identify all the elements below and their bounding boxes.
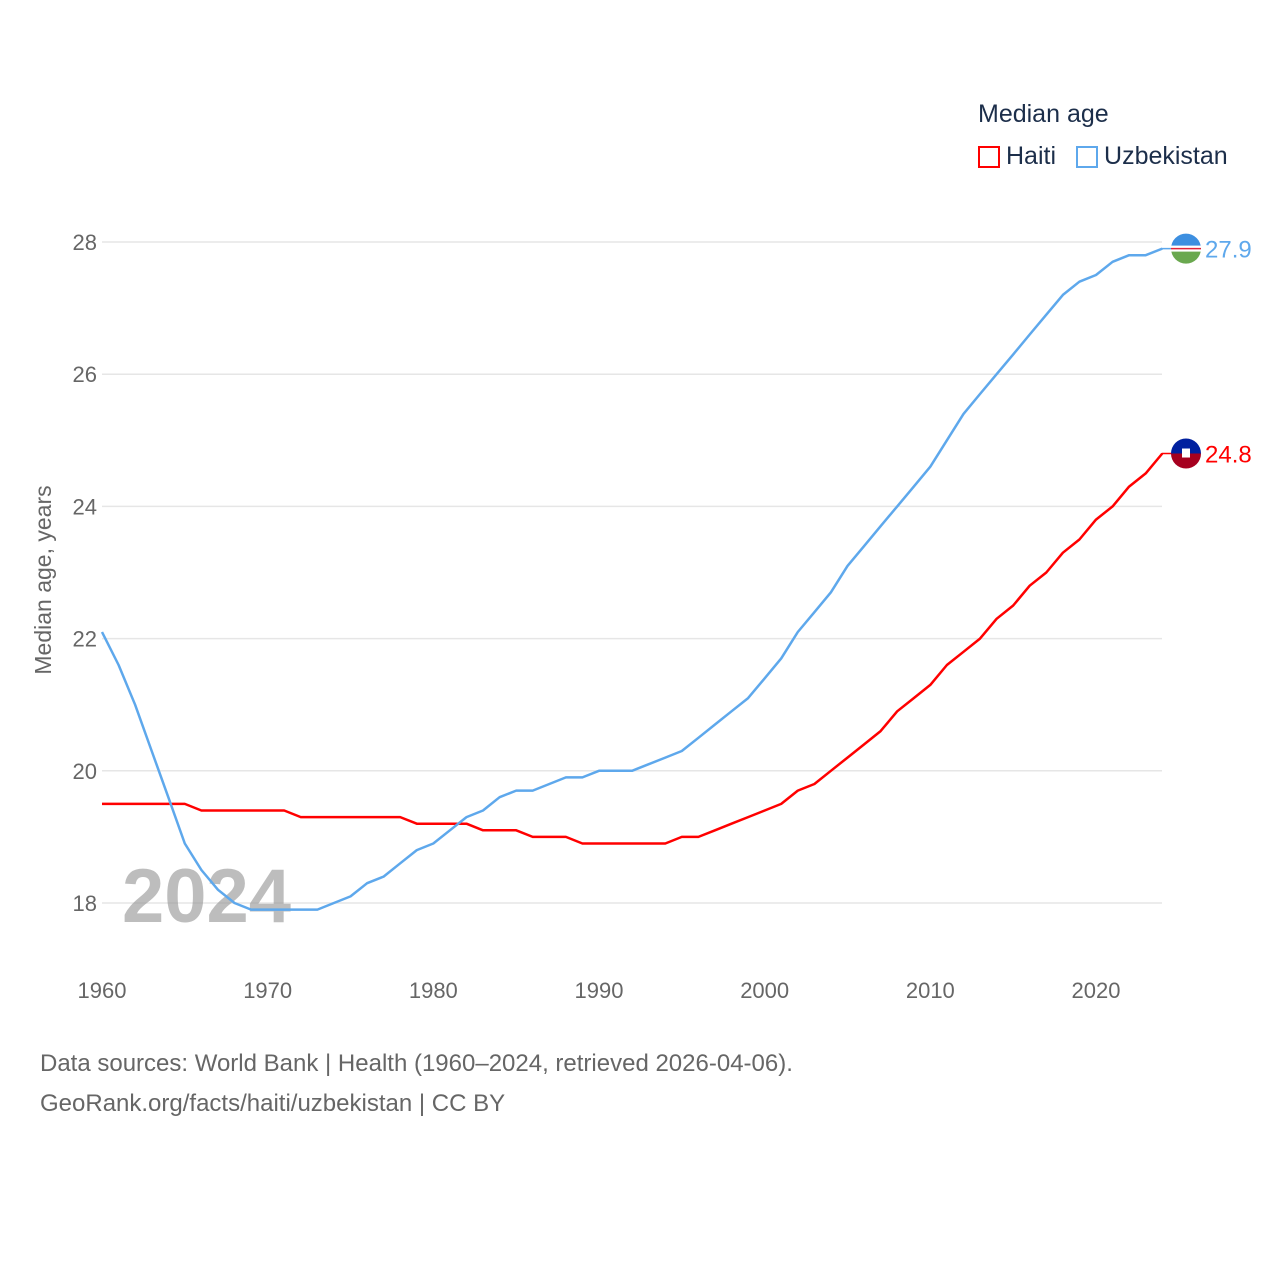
legend-item-haiti[interactable]: Haiti [978, 142, 1056, 171]
flag-part [1171, 438, 1201, 454]
y-tick-label: 18 [73, 891, 97, 916]
legend: Haiti Uzbekistan [978, 142, 1228, 171]
legend-swatch-haiti [978, 145, 1000, 168]
x-tick-label: 2000 [740, 978, 789, 1003]
y-tick-label: 20 [73, 759, 97, 784]
x-tick-label: 2010 [906, 978, 955, 1003]
flag-part [1182, 448, 1190, 458]
y-tick-label: 22 [73, 627, 97, 652]
legend-item-uzbekistan[interactable]: Uzbekistan [1076, 142, 1228, 171]
series-line-haiti [102, 452, 1164, 845]
x-tick-label: 1960 [78, 978, 127, 1003]
x-tick-label: 1970 [243, 978, 292, 1003]
legend-title: Median age [978, 100, 1109, 128]
y-tick-label: 24 [73, 494, 97, 519]
flag-part [1171, 453, 1201, 469]
x-tick-label: 1980 [409, 978, 458, 1003]
end-value-label: 27.9 [1205, 237, 1252, 264]
footer: Data sources: World Bank | Health (1960–… [40, 1044, 793, 1124]
series-line-uzbekistan [100, 247, 1163, 911]
y-tick-label: 28 [73, 230, 97, 255]
x-tick-label: 2020 [1072, 978, 1121, 1003]
source-link[interactable]: GeoRank.org/facts/haiti/uzbekistan | CC … [40, 1090, 506, 1117]
year-watermark: 2024 [122, 854, 291, 939]
y-axis-label: Median age, years [30, 485, 56, 674]
legend-swatch-uzbekistan [1076, 145, 1099, 168]
x-tick-label: 1990 [575, 978, 624, 1003]
haiti-flag-icon [1171, 438, 1201, 469]
flag-part [1171, 248, 1201, 264]
uzbekistan-flag-icon [1171, 233, 1201, 264]
flag-part [1171, 233, 1201, 249]
end-value-label: 24.8 [1205, 442, 1252, 469]
legend-label: Uzbekistan [1104, 142, 1228, 170]
legend-label: Haiti [1006, 142, 1057, 170]
data-sources: Data sources: World Bank | Health (1960–… [40, 1050, 793, 1077]
y-tick-label: 26 [73, 362, 97, 387]
